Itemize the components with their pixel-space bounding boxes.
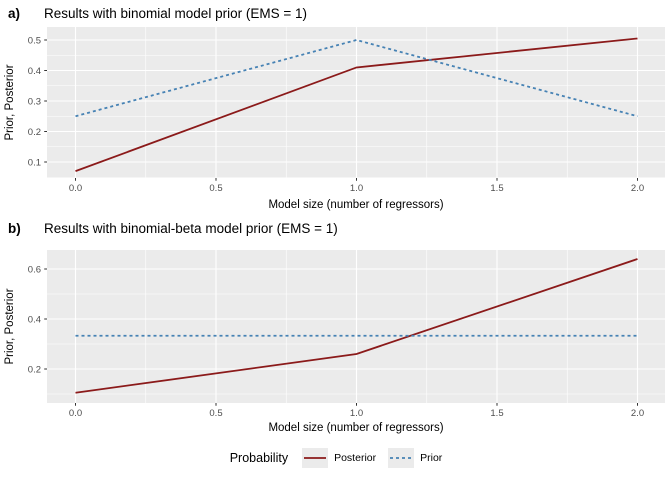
- legend-item-posterior: Posterior: [302, 447, 377, 468]
- chart-a-title-row: a) Results with binomial model prior (EM…: [0, 6, 672, 26]
- x-tick-label: 1.0: [350, 408, 363, 419]
- x-axis-title: Model size (number of regressors): [268, 422, 443, 434]
- x-tick-label: 1.5: [490, 408, 503, 419]
- x-tick-label: 1.0: [350, 183, 363, 194]
- x-axis-title: Model size (number of regressors): [268, 199, 443, 211]
- chart-a-panel-tag: a): [8, 6, 21, 21]
- chart-b-title: Results with binomial-beta model prior (…: [44, 221, 338, 236]
- x-tick-label: 1.5: [490, 183, 503, 194]
- chart-a-plot: 0.0 0.5 1.0 1.5 2.0 0.1 0.2 0.3 0.4 0.5 Model size…: [4, 27, 665, 211]
- x-tick-label: 0.0: [69, 408, 82, 419]
- y-tick-label: 0.4: [28, 66, 41, 77]
- chart-b-plot: 0.0 0.5 1.0 1.5 2.0 0.2 0.4 0.6 Model size (numb…: [4, 250, 665, 434]
- prior-line: [75, 39, 638, 118]
- y-tick-label: 0.4: [28, 314, 41, 325]
- x-tick-label: 0.5: [209, 408, 222, 419]
- legend-label-prior: Prior: [420, 451, 443, 464]
- posterior-line: [75, 37, 638, 172]
- y-axis-title: Prior, Posterior: [4, 288, 16, 364]
- prior-line-swatch: [388, 447, 415, 468]
- y-tick-label: 0.2: [28, 127, 41, 138]
- chart-b: b) Results with binomial-beta model prio…: [0, 215, 672, 435]
- legend: Probability Posterior Prior: [0, 435, 672, 480]
- x-tick-label: 0.0: [69, 183, 82, 194]
- y-tick-label: 0.5: [28, 35, 41, 46]
- legend-item-prior: Prior: [388, 447, 443, 468]
- y-tick-label: 0.6: [28, 264, 41, 275]
- y-tick-label: 0.3: [28, 96, 41, 107]
- legend-label-posterior: Posterior: [334, 451, 377, 464]
- y-axis-title: Prior, Posterior: [4, 64, 16, 140]
- legend-title: Probability: [229, 450, 289, 465]
- chart-a: a) Results with binomial model prior (EM…: [0, 0, 672, 215]
- y-tick-label: 0.2: [28, 364, 41, 375]
- x-tick-label: 2.0: [631, 183, 644, 194]
- x-tick-label: 0.5: [209, 183, 222, 194]
- posterior-line: [75, 258, 638, 394]
- chart-a-title: Results with binomial model prior (EMS =…: [44, 6, 307, 21]
- posterior-line-swatch: [302, 447, 329, 468]
- y-tick-label: 0.1: [28, 157, 41, 168]
- chart-b-panel-tag: b): [8, 221, 21, 236]
- chart-b-title-row: b) Results with binomial-beta model prio…: [0, 221, 672, 241]
- x-tick-label: 2.0: [631, 408, 644, 419]
